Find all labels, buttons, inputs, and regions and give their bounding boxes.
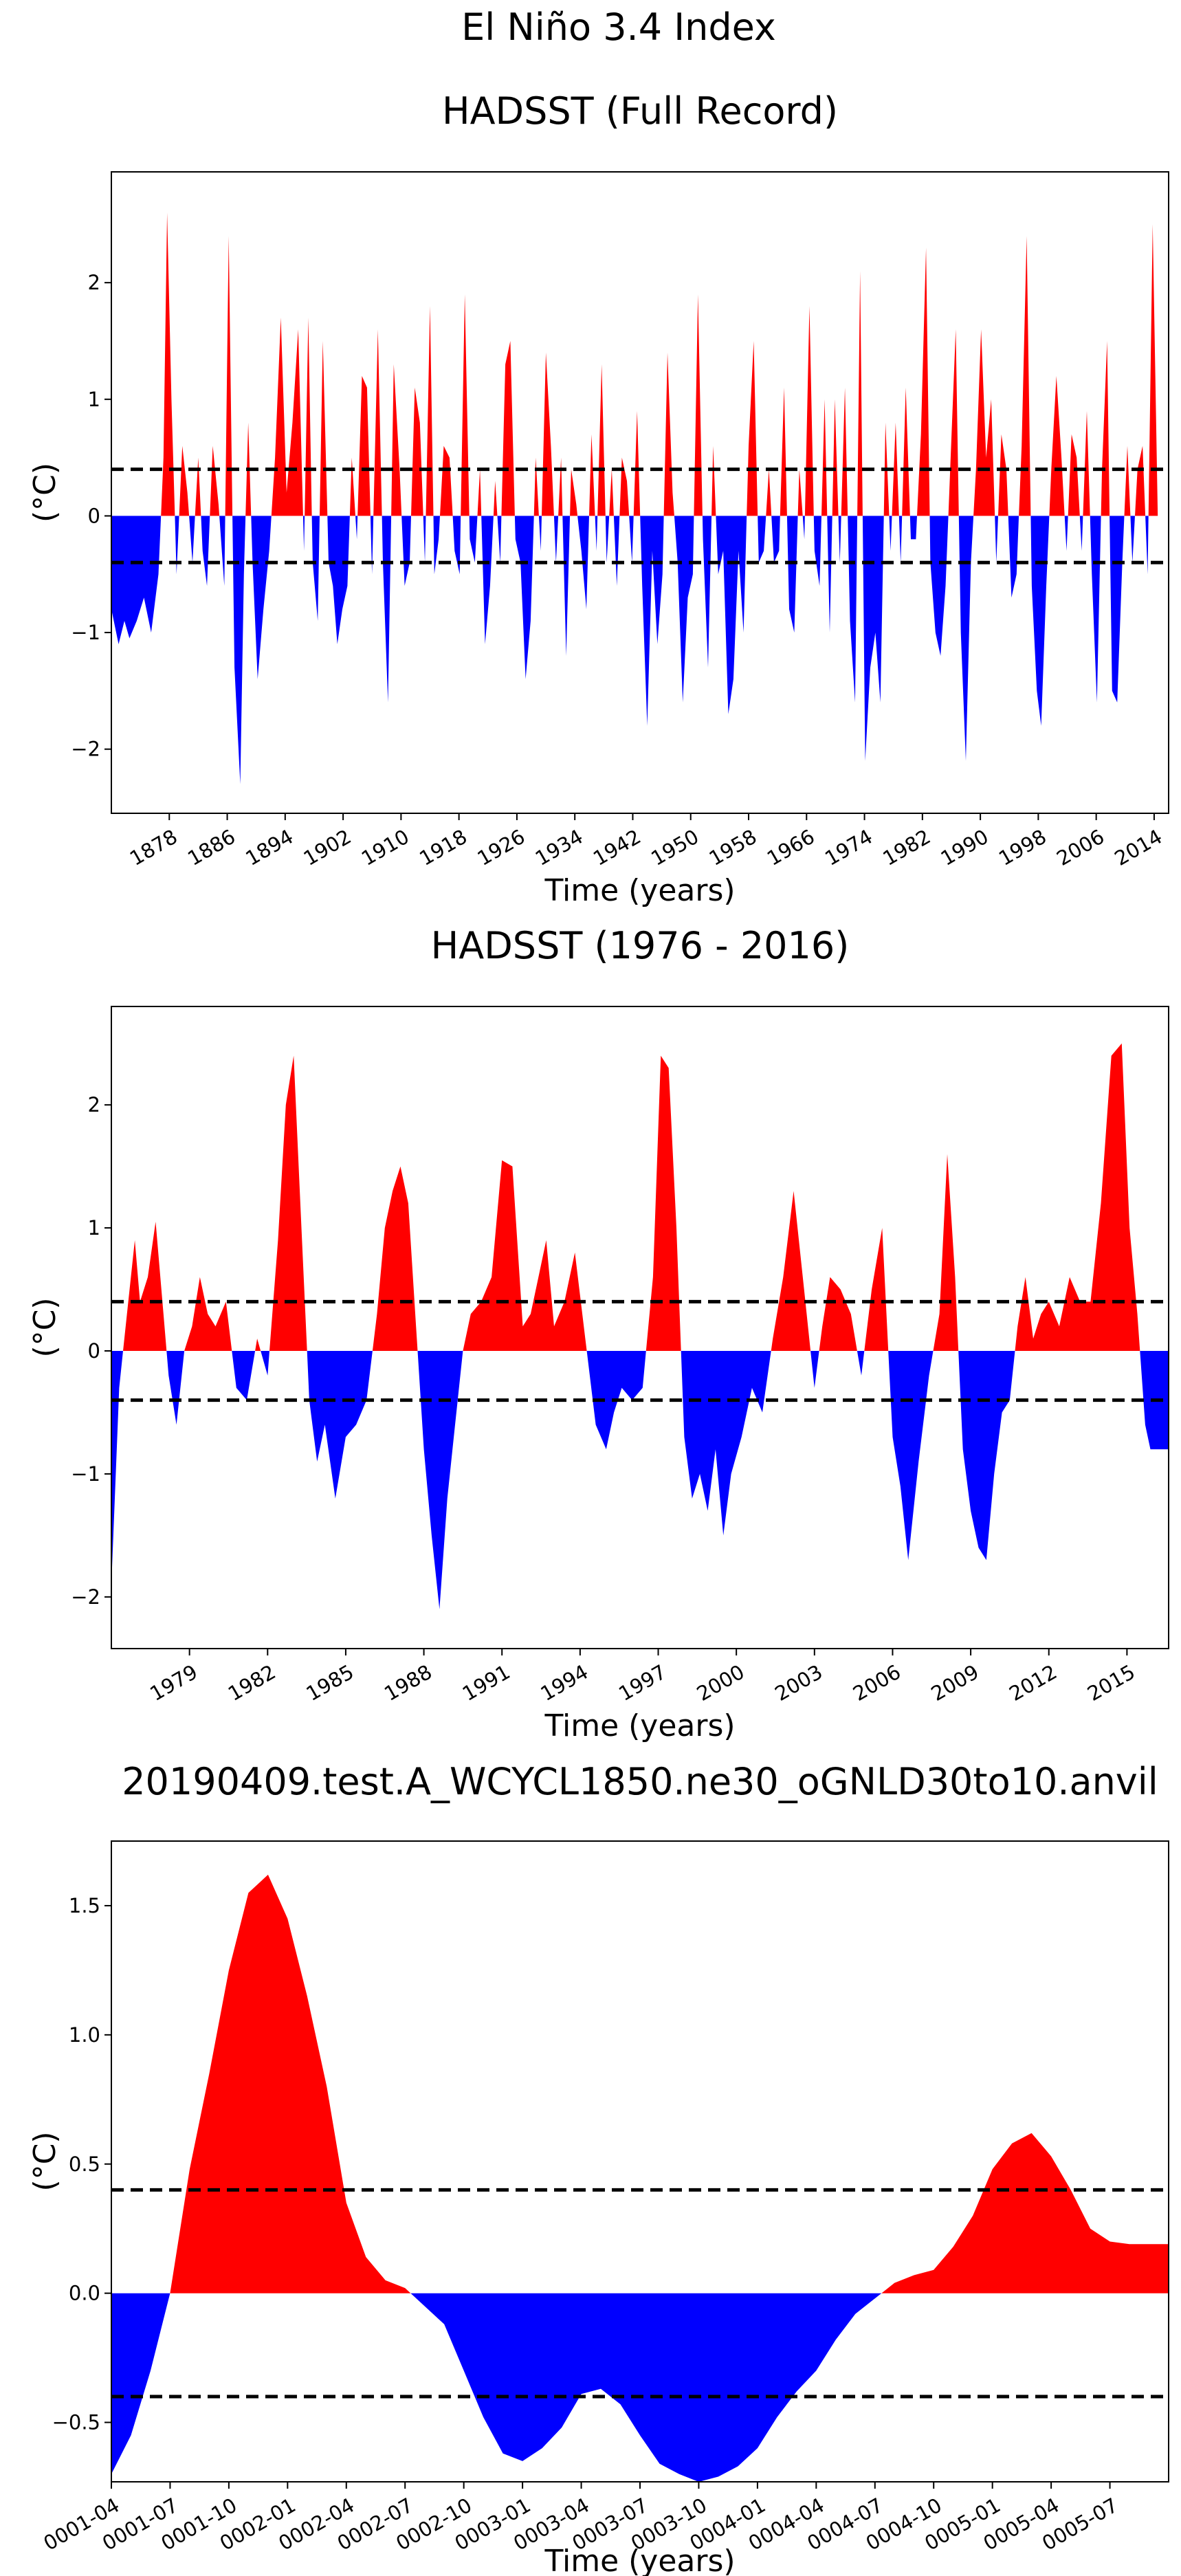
chart2-y-tick-label: −2 [71,1585,100,1609]
chart1-plot-area [111,212,1158,784]
chart3-plot-area [111,1874,1169,2482]
chart2-x-tick-label: 1994 [536,1660,592,1706]
chart3-y-tick-label: −0.5 [52,2411,100,2434]
chart2-negative-anomaly-area [111,1351,1169,1609]
chart1-x-tick-label: 1998 [995,825,1050,870]
chart3-y-tick-label: 0.5 [69,2153,100,2176]
chart1-y-tick-label: 2 [88,271,100,294]
chart1-x-tick-label: 1886 [184,825,239,870]
chart2-x-tick-label: 2012 [1005,1660,1061,1706]
chart1-x-tick-label: 1966 [763,825,819,870]
chart1-x-axis-label: Time (years) [544,873,735,908]
chart3-y-tick-label: 0.0 [69,2282,100,2305]
chart1-x-tick-label: 1894 [241,825,297,870]
chart1-x-tick-label: 1878 [126,825,181,870]
chart1-x-tick-label: 1902 [300,825,355,870]
chart1-x-tick-label: 1942 [589,825,645,870]
chart3-y-axis-label: (°C) [27,2131,63,2191]
chart2-x-tick-label: 1979 [146,1660,201,1706]
chart1-x-tick-label: 1934 [531,825,587,870]
chart2-x-axis-label: Time (years) [544,1708,735,1743]
chart3-y-tick-label: 1.0 [69,2023,100,2047]
chart1-title: HADSST (Full Record) [442,89,838,133]
chart1-x-tick-label: 2006 [1052,825,1108,870]
chart1-positive-anomaly-area [111,212,1158,516]
chart-panel-1976-2016: HADSST (1976 - 2016) 2 1 0 −1 −2 1979 1982 1985 1… [27,924,1169,1743]
chart1-axes-frame [111,171,1169,814]
chart2-x-tick-label: 2009 [927,1660,983,1706]
chart1-y-tick-label: −1 [71,621,100,644]
chart-panel-model-run: 20190409.test.A_WCYCL1850.ne30_oGNLD30to… [27,1760,1169,2576]
chart1-y-axis-label: (°C) [27,463,63,522]
chart1-x-tick-label: 1990 [937,825,993,870]
chart1-negative-anomaly-area [111,516,1158,784]
chart2-x-tick-label: 1985 [302,1660,358,1706]
chart1-x-tick-label: 1974 [821,825,876,870]
chart2-x-tick-label: 2003 [771,1660,826,1706]
chart2-x-tick-label: 1991 [459,1660,514,1706]
chart1-y-tick-label: 0 [88,504,100,527]
chart2-x-tick-label: 2000 [693,1660,749,1706]
chart1-x-tick-label: 2014 [1111,825,1167,870]
chart2-y-tick-label: −1 [71,1462,100,1486]
chart3-negative-anomaly-area [111,2293,1169,2482]
chart1-x-tick-label: 1910 [357,825,413,870]
chart3-positive-anomaly-area [111,1874,1169,2293]
chart2-y-tick-label: 1 [88,1216,100,1240]
chart1-x-tick-label: 1950 [647,825,703,870]
chart1-x-tick-label: 1926 [473,825,529,870]
chart2-positive-anomaly-area [111,1043,1169,1351]
figure-suptitle: El Niño 3.4 Index [461,5,776,49]
chart2-y-tick-label: 2 [88,1093,100,1116]
chart3-x-axis-label: Time (years) [544,2544,735,2576]
chart2-x-tick-label: 1982 [224,1660,280,1706]
chart2-x-tick-label: 2015 [1083,1660,1139,1706]
chart1-x-tick-label: 1918 [415,825,471,870]
chart3-y-tick-label: 1.5 [69,1894,100,1917]
chart2-title: HADSST (1976 - 2016) [431,924,850,967]
chart1-x-tick-label: 1958 [705,825,761,870]
chart2-x-tick-label: 1997 [615,1660,670,1706]
chart2-axes-frame [111,1006,1169,1649]
chart2-plot-area [111,1043,1169,1609]
chart2-y-axis-label: (°C) [27,1297,63,1357]
chart2-x-tick-label: 2006 [849,1660,905,1706]
chart1-x-tick-label: 1982 [879,825,934,870]
chart1-y-tick-label: 1 [88,388,100,411]
chart2-x-tick-label: 1988 [380,1660,436,1706]
chart1-y-tick-label: −2 [71,738,100,761]
chart2-y-tick-label: 0 [88,1339,100,1363]
chart3-title: 20190409.test.A_WCYCL1850.ne30_oGNLD30to… [122,1760,1158,1803]
